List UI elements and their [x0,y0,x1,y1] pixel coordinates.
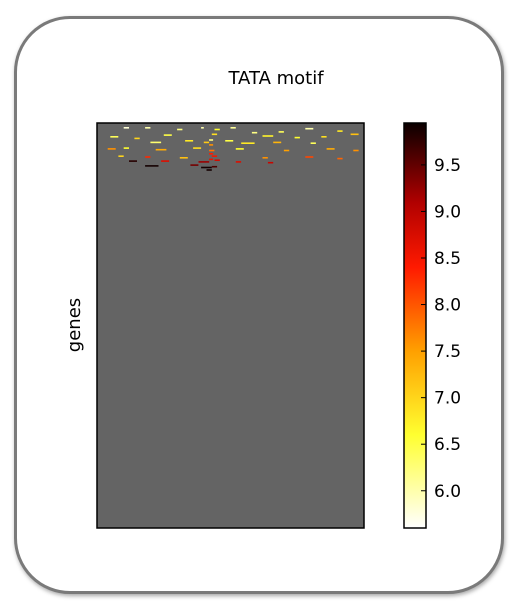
heatmap-cell [211,165,218,168]
heatmap-cell [107,148,116,150]
heatmap-cell [209,139,214,141]
heatmap-cell [337,130,343,132]
heatmap-cell [145,127,151,129]
heatmap-cell [225,140,234,142]
heatmap-cell [350,133,359,136]
heatmap-cell [163,134,172,136]
heatmap-cell [110,136,119,138]
heatmap-cell [353,149,359,152]
colorbar-tick-label: 7.0 [434,389,461,409]
heatmap-cell [211,155,218,157]
heatmap-cell [321,136,327,138]
heatmap-cell [179,157,188,159]
heatmap-cell [209,144,214,146]
chart-title: TATA motif [227,68,324,89]
heatmap-cell [235,148,244,150]
heatmap-cell [273,141,282,144]
heatmap-cell [209,149,215,152]
colorbar-tick-label: 8.5 [434,249,461,269]
heatmap-cell [214,159,220,161]
heatmap-cell [209,158,214,161]
heatmap-cell [305,127,314,130]
heatmap-cell [209,153,214,155]
heatmap-cells [107,127,359,171]
colorbar-tick-label: 7.5 [434,342,461,362]
heatmap-cell [262,157,268,159]
colorbar-tick-label: 6.5 [434,435,461,455]
heatmap-cell [155,148,167,151]
heatmap-cell [214,128,220,131]
heatmap-cell [190,164,199,166]
colorbar-ticks: 6.0 6.5 7.0 7.5 8.0 8.5 9.0 9.5 [421,156,461,502]
heatmap-cell [145,156,151,158]
colorbar-fill [404,123,426,528]
heatmap-cell [251,131,258,134]
heatmap-cell [161,160,170,162]
heatmap-cell [211,133,218,136]
heatmap-cell [310,142,316,144]
heatmap-cell [283,149,290,152]
heatmap-cell [235,161,242,163]
heatmap-cell [129,160,137,162]
heatmap-cell [230,127,236,129]
heatmap-cell [241,142,255,144]
heatmap-cell [118,155,124,157]
heatmap-cell [326,148,335,150]
heatmap-cell [150,141,162,144]
heatmap-cell [262,135,274,137]
colorbar-tick-label: 8.0 [434,296,461,316]
heatmap-cell [337,157,343,160]
plot-frame [96,122,365,529]
heatmap-cell [294,136,300,139]
heatmap-cell [123,147,129,149]
colorbar-frame [403,122,427,529]
heatmap-cell [278,131,284,133]
colorbar-tick-label: 6.0 [434,482,461,502]
heatmap-cell [193,147,202,149]
heatmap-cell [201,166,212,169]
heatmap-cell [185,140,194,142]
heatmap-cell [145,165,159,167]
heatmap-cell [134,137,140,140]
colorbar-tick-label: 9.5 [434,156,461,176]
heatmap-cell [123,127,129,129]
heatmap-cell [201,127,204,129]
heatmap-cell [206,169,212,171]
heatmap-cell [305,156,314,158]
heatmap-background [97,123,364,528]
colorbar: 6.0 6.5 7.0 7.5 8.0 8.5 9.0 9.5 [403,122,461,529]
heatmap-plot [96,122,365,529]
heatmap-cell [177,128,183,131]
y-axis-label: genes [64,298,85,352]
heatmap-cell [203,141,210,144]
colorbar-tick-label: 9.0 [434,202,461,222]
heatmap-cell [198,161,210,163]
heatmap-cell [267,161,274,164]
